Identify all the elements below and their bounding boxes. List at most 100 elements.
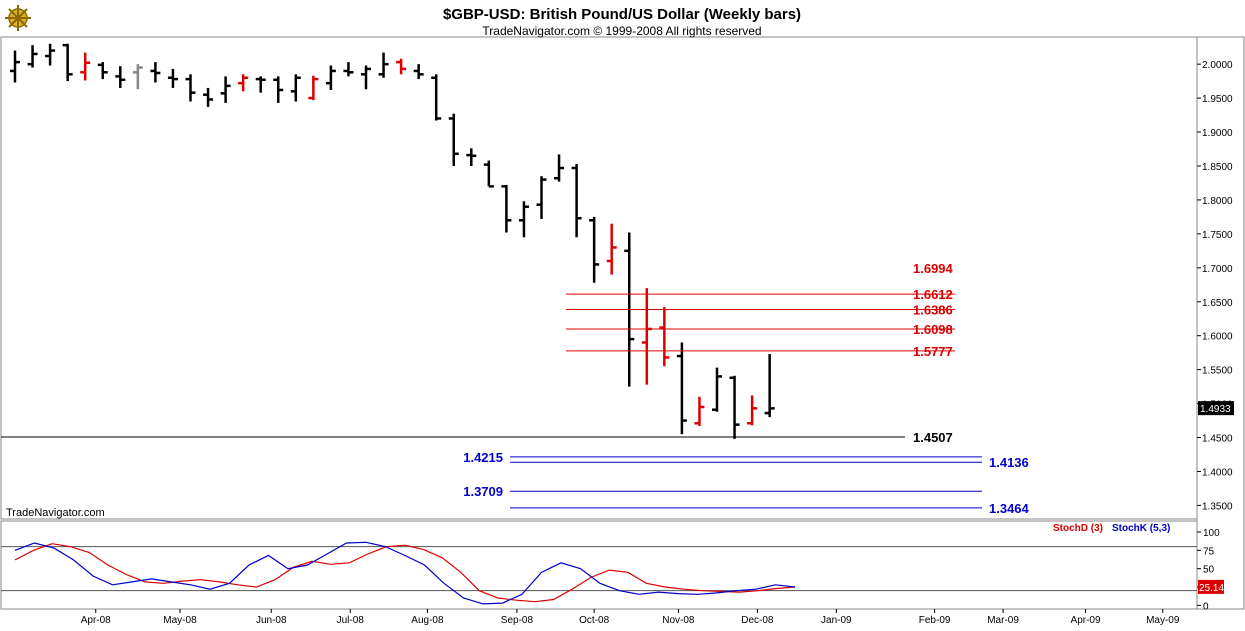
ohlc-bar	[466, 148, 477, 166]
ohlc-bar	[571, 163, 582, 238]
ohlc-bar	[676, 342, 687, 435]
ohlc-bar	[343, 62, 354, 77]
x-tick-label: Mar-09	[987, 615, 1019, 626]
ohlc-bar	[45, 43, 56, 66]
ohlc-bar	[431, 74, 442, 121]
ohlc-bar	[606, 223, 617, 275]
x-tick-label: Feb-09	[919, 615, 951, 626]
axis-layer: 2.0000 1.9500 1.9000 1.8500 1.8000 1.7500 1.70…	[81, 60, 1234, 626]
x-tick-label: Sep-08	[501, 615, 534, 626]
ohlc-bar	[501, 184, 512, 233]
ohlc-bar	[185, 74, 196, 102]
ship-wheel-logo-icon	[5, 5, 31, 31]
stoch-last-label: 25.14	[1199, 583, 1224, 594]
stoch-layer: StochD (3) StochK (5,3)	[1, 523, 1197, 605]
level-label: 1.6386	[913, 302, 953, 317]
chart-title: $GBP-USD: British Pound/US Dollar (Weekl…	[443, 6, 801, 23]
x-tick-label: May-09	[1146, 615, 1180, 626]
stoch-tick-label: 75	[1203, 546, 1215, 557]
ohlc-bar	[238, 74, 249, 92]
stoch-series-line	[14, 543, 796, 603]
price-tick-label: 1.4500	[1202, 434, 1233, 445]
ohlc-bar	[10, 50, 20, 83]
price-tick-label: 1.9000	[1202, 128, 1233, 139]
last-price-label: 1.4933	[1200, 404, 1231, 415]
ohlc-bar	[659, 307, 670, 367]
level-label: 1.4215	[463, 450, 503, 465]
ohlc-bar	[518, 201, 529, 238]
ohlc-bar	[220, 76, 231, 103]
ohlc-bar	[378, 52, 389, 78]
chart-copyright: TradeNavigator.com © 1999-2008 All right…	[482, 24, 761, 38]
x-tick-label: May-08	[163, 615, 197, 626]
ohlc-bar	[290, 74, 301, 102]
price-tick-label: 1.7000	[1202, 264, 1233, 275]
y-axis-panel	[1196, 36, 1245, 610]
x-tick-label: Oct-08	[579, 615, 609, 626]
stoch-tick-label: 100	[1203, 528, 1220, 539]
ohlc-bar	[747, 395, 758, 426]
stoch-panel-frame	[0, 520, 1198, 610]
x-tick-label: Jan-09	[821, 615, 852, 626]
ohlc-bar	[27, 45, 38, 68]
ohlc-bar	[167, 68, 178, 88]
stoch-tick-label: 50	[1203, 565, 1215, 576]
x-tick-label: Nov-08	[662, 615, 695, 626]
level-label: 1.3464	[989, 501, 1030, 516]
ohlc-bar	[132, 64, 143, 90]
ohlc-bar	[255, 76, 266, 93]
x-tick-label: Aug-08	[411, 615, 444, 626]
price-tick-label: 1.6000	[1202, 332, 1233, 343]
ohlc-bar	[712, 367, 722, 412]
x-tick-label: Dec-08	[741, 615, 774, 626]
ohlc-bar	[589, 216, 600, 283]
ohlc-bar	[536, 176, 547, 219]
ohlc-bar	[554, 154, 565, 182]
price-tick-label: 1.5500	[1202, 366, 1233, 377]
price-panel-frame	[0, 36, 1198, 520]
price-tick-label: 1.3500	[1202, 501, 1233, 512]
ohlc-bar	[325, 65, 336, 90]
ohlc-bar	[62, 43, 73, 82]
ohlc-bar	[694, 396, 705, 426]
level-label: 1.4507	[913, 430, 953, 445]
x-tick-label: Apr-09	[1071, 615, 1101, 626]
level-label: 1.6612	[913, 287, 953, 302]
stoch-legend-d: StochD (3)	[1053, 523, 1103, 534]
ohlc-bar	[203, 87, 214, 107]
level-label: 1.3709	[463, 484, 503, 499]
last-price-box	[1198, 401, 1234, 416]
ohlc-bar	[273, 76, 284, 103]
ohlc-bar	[448, 113, 459, 166]
stoch-series-line	[14, 541, 796, 605]
price-tick-label: 1.8500	[1202, 162, 1233, 173]
ohlc-bar	[764, 354, 775, 418]
level-label: 1.4136	[989, 455, 1029, 470]
level-label: 1.6098	[913, 322, 953, 337]
level-label: 1.5777	[913, 344, 953, 359]
ohlc-bar	[115, 66, 126, 88]
stoch-last-box	[1198, 579, 1224, 594]
stoch-tick-label: 0	[1203, 601, 1209, 612]
price-tick-label: 1.7500	[1202, 230, 1233, 241]
ohlc-bar	[483, 160, 494, 188]
level-label: 1.6994	[913, 261, 954, 276]
ohlc-bar	[361, 65, 371, 90]
price-tick-label: 2.0000	[1202, 60, 1233, 71]
ohlc-bar	[97, 62, 108, 80]
watermark: TradeNavigator.com	[6, 507, 105, 519]
x-tick-label: Apr-08	[81, 615, 111, 626]
ohlc-bar	[308, 75, 319, 101]
ohlc-bar	[80, 52, 91, 81]
ohlc-bar	[729, 375, 740, 439]
ohlc-bar	[150, 62, 161, 83]
price-tick-label: 1.8000	[1202, 196, 1233, 207]
price-tick-label: 1.6500	[1202, 298, 1233, 309]
ohlc-bar	[413, 64, 424, 80]
x-tick-label: Jul-08	[337, 615, 365, 626]
ohlc-bar	[396, 58, 407, 75]
stoch-legend-k: StochK (5,3)	[1112, 523, 1170, 534]
x-tick-label: Jun-08	[256, 615, 287, 626]
